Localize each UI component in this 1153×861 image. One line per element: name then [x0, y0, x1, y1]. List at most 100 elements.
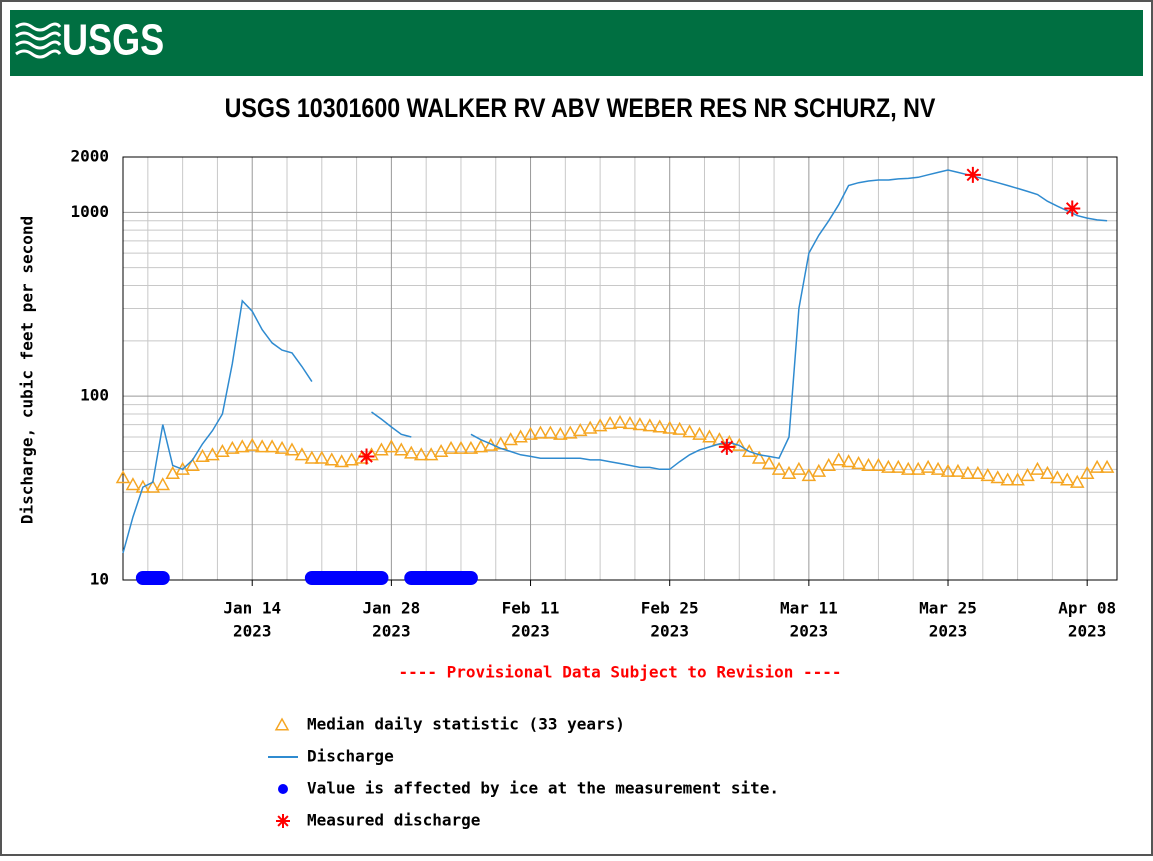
median-marker: [533, 425, 548, 439]
median-marker: [205, 447, 220, 461]
median-marker: [831, 452, 846, 466]
median-marker: [871, 457, 886, 471]
median-marker: [235, 439, 250, 453]
y-tick-label: 2000: [70, 147, 109, 166]
legend-symbol: [278, 784, 288, 794]
median-marker: [284, 442, 300, 456]
median-marker: [155, 477, 171, 491]
median-marker: [841, 454, 856, 468]
median-marker: [344, 452, 359, 466]
measured-marker: [358, 448, 375, 465]
median-marker: [572, 423, 588, 437]
x-tick-label: 2023: [790, 622, 829, 641]
median-marker: [672, 421, 687, 435]
median-marker: [523, 426, 538, 440]
median-marker: [215, 443, 230, 458]
legend-symbol: [276, 814, 290, 828]
median-marker: [940, 463, 956, 477]
median-marker: [1000, 472, 1015, 486]
median-marker: [930, 461, 946, 475]
median-marker: [543, 425, 558, 439]
discharge-line: [122, 299, 313, 554]
median-marker: [771, 461, 787, 475]
y-tick-label: 1000: [70, 202, 109, 221]
median-marker: [910, 461, 926, 475]
provisional-note: ---- Provisional Data Subject to Revisio…: [398, 663, 841, 682]
median-marker: [254, 439, 270, 453]
y-axis-label: Discharge, cubic feet per second: [18, 216, 37, 524]
median-marker: [582, 420, 598, 434]
median-marker: [861, 457, 876, 471]
logo-text: USGS: [62, 15, 164, 64]
x-tick-label: Jan 28: [362, 599, 420, 618]
median-marker: [682, 424, 697, 438]
median-marker: [791, 461, 807, 475]
legend-label: Discharge: [307, 747, 394, 766]
median-marker: [970, 465, 986, 479]
median-marker: [244, 437, 260, 451]
x-tick-label: 2023: [511, 622, 550, 641]
measured-marker: [964, 166, 981, 183]
median-marker: [503, 432, 518, 446]
x-tick-label: 2023: [650, 622, 689, 641]
median-marker: [1089, 459, 1105, 473]
median-marker: [1050, 470, 1065, 484]
median-marker: [165, 465, 180, 479]
x-tick-label: 2023: [1068, 622, 1107, 641]
logo-waves: [15, 22, 62, 59]
median-marker: [980, 468, 996, 482]
median-marker: [990, 470, 1005, 484]
chart-title: USGS 10301600 WALKER RV ABV WEBER RES NR…: [225, 94, 936, 124]
median-marker: [274, 440, 290, 454]
legend-symbol: [274, 717, 290, 731]
median-marker: [1020, 468, 1035, 482]
median-marker: [314, 450, 330, 464]
median-marker: [384, 439, 399, 453]
median-marker: [652, 419, 668, 433]
median-marker: [294, 447, 310, 461]
y-tick-label: 100: [80, 386, 109, 405]
median-marker: [563, 425, 578, 439]
median-marker: [264, 439, 280, 453]
median-marker: [1069, 474, 1085, 488]
median-marker: [1030, 461, 1045, 475]
median-marker: [394, 442, 409, 456]
median-marker: [125, 477, 141, 491]
median-marker: [145, 479, 161, 493]
median-marker: [1099, 459, 1115, 473]
median-marker: [1060, 472, 1075, 486]
discharge-line: [470, 169, 1108, 471]
plot-background: [123, 157, 1117, 580]
median-marker: [960, 465, 976, 479]
median-marker: [801, 468, 817, 482]
x-tick-label: 2023: [929, 622, 968, 641]
median-marker: [950, 463, 966, 477]
median-marker: [403, 445, 419, 459]
legend-label: Median daily statistic (33 years): [307, 715, 625, 734]
median-marker: [741, 443, 757, 458]
median-marker: [702, 429, 717, 443]
median-marker: [632, 417, 648, 431]
x-tick-label: Mar 25: [919, 599, 977, 618]
median-marker: [751, 450, 767, 464]
x-tick-label: 2023: [372, 622, 411, 641]
median-marker: [761, 456, 777, 470]
median-marker: [374, 442, 389, 456]
plot-border: [122, 156, 1118, 581]
median-marker: [443, 440, 459, 454]
median-marker: [225, 440, 240, 454]
median-marker: [602, 415, 618, 430]
y-tick-label: 10: [90, 570, 109, 589]
x-tick-label: Mar 11: [780, 599, 838, 618]
median-marker: [1040, 465, 1055, 479]
median-marker: [513, 429, 528, 443]
median-marker: [473, 439, 489, 453]
median-marker: [135, 479, 151, 493]
median-marker: [195, 448, 210, 462]
median-marker: [433, 443, 449, 458]
median-marker: [185, 457, 200, 471]
header-bar: [10, 10, 1143, 76]
median-marker: [662, 420, 677, 434]
median-marker: [821, 457, 837, 471]
median-marker: [553, 426, 568, 440]
